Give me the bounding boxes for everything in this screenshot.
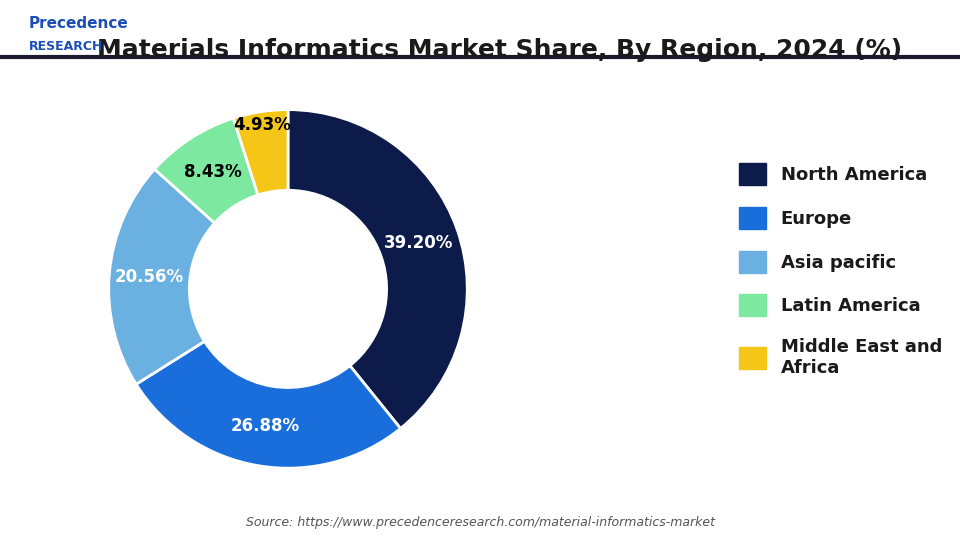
Wedge shape: [155, 118, 258, 223]
Text: 39.20%: 39.20%: [384, 234, 454, 252]
Wedge shape: [233, 110, 288, 195]
Text: 8.43%: 8.43%: [183, 163, 241, 181]
Text: RESEARCH: RESEARCH: [29, 40, 103, 53]
Text: 4.93%: 4.93%: [233, 116, 291, 134]
Text: 20.56%: 20.56%: [115, 268, 184, 286]
Text: Source: https://www.precedenceresearch.com/material-informatics-market: Source: https://www.precedenceresearch.c…: [246, 516, 714, 529]
Wedge shape: [108, 169, 215, 384]
Wedge shape: [136, 341, 400, 468]
Wedge shape: [288, 110, 468, 428]
Legend: North America, Europe, Asia pacific, Latin America, Middle East and
Africa: North America, Europe, Asia pacific, Lat…: [730, 154, 951, 386]
Text: 26.88%: 26.88%: [230, 417, 300, 435]
Text: Materials Informatics Market Share, By Region, 2024 (%): Materials Informatics Market Share, By R…: [97, 38, 901, 62]
Text: Precedence: Precedence: [29, 16, 129, 31]
